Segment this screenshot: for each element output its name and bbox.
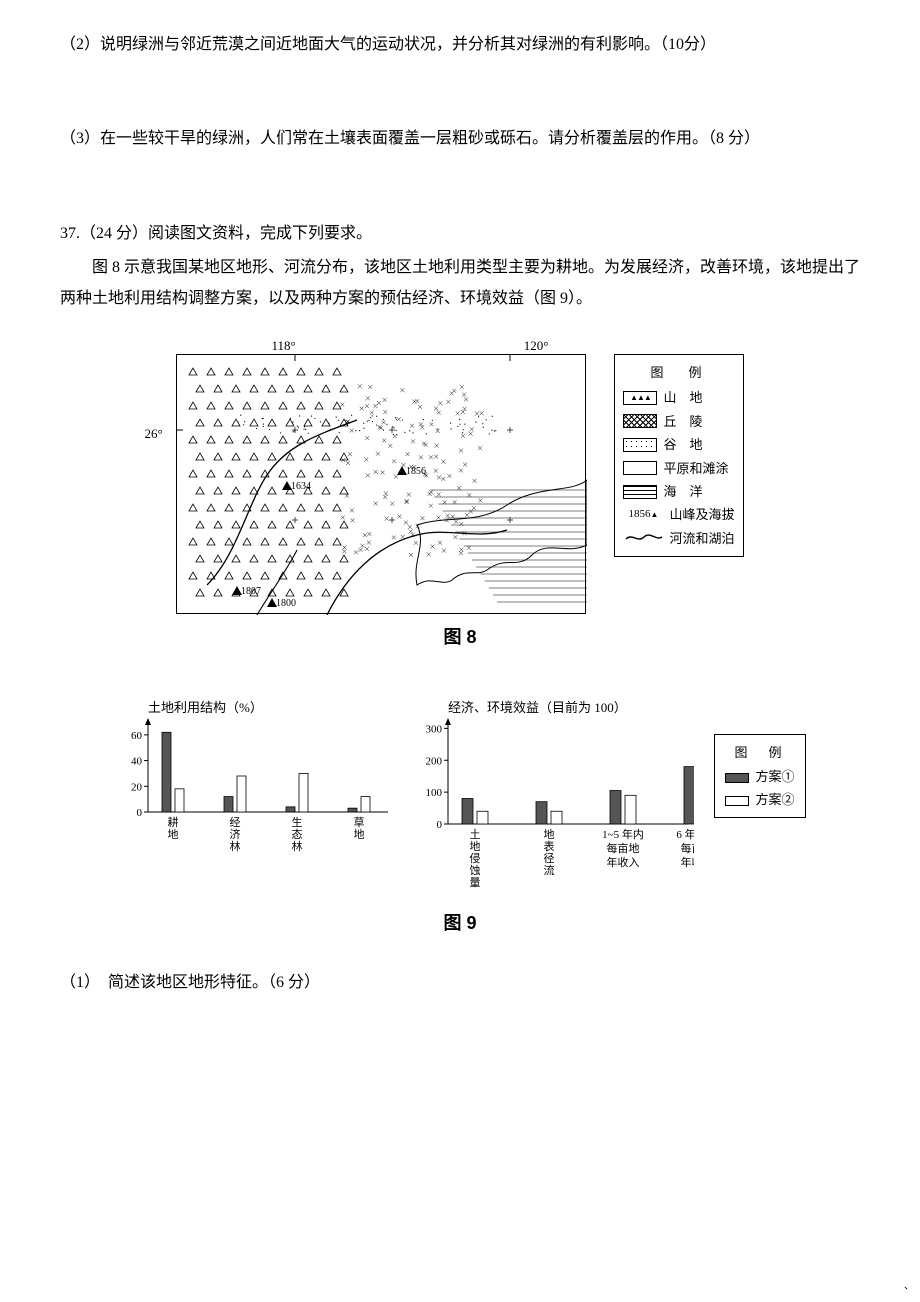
svg-text:每亩地: 每亩地 [681,841,695,855]
svg-text:表: 表 [544,839,555,853]
q36-part3: （3）在一些较干旱的绿洲，人们常在土壤表面覆盖一层粗砂或砾石。请分析覆盖层的作用… [60,124,860,154]
chart-a-svg: 土地利用结构（%）0204060耕地经济林生态林草地其它 [114,698,394,888]
legend-label: 河流和湖泊 [669,527,734,550]
figure-9: 土地利用结构（%）0204060耕地经济林生态林草地其它 经济、环境效益（目前为… [60,698,860,940]
legend-item: 1856▲ 山峰及海拔 [623,503,734,526]
svg-text:0: 0 [437,819,443,831]
svg-text:地: 地 [470,840,481,853]
legend-label: 平原和滩涂 [663,457,728,480]
legend-label: 山 地 [663,386,702,409]
legend-symbol [623,414,657,428]
legend-series-label: 方案② [755,792,794,807]
stray-dot: 、 [904,1277,914,1296]
svg-text:40: 40 [131,756,143,768]
svg-text:经济、环境效益（目前为 100）: 经济、环境效益（目前为 100） [448,700,627,715]
svg-text:土: 土 [470,828,481,841]
svg-text:每亩地: 每亩地 [607,841,640,855]
svg-text:1856: 1856 [406,466,426,477]
svg-text:耕: 耕 [168,815,179,829]
legend-label: 丘 陵 [663,410,702,433]
legend-label: 海 洋 [663,480,702,503]
svg-text:1634: 1634 [291,481,311,492]
legend-item: ▲▲▲ 山 地 [623,386,734,409]
figure-9-caption: 图 9 [443,906,476,940]
svg-text:地: 地 [354,828,365,841]
legend-label: 谷 地 [663,433,702,456]
svg-text:济: 济 [230,827,241,841]
svg-text:经: 经 [230,816,241,829]
svg-text:生: 生 [292,815,303,829]
svg-text:年收入: 年收入 [681,855,695,869]
svg-text:土地利用结构（%）: 土地利用结构（%） [148,700,263,715]
svg-text:200: 200 [426,755,443,767]
svg-text:地: 地 [544,828,555,841]
svg-text:蚀: 蚀 [470,863,481,877]
q37-desc: 图 8 示意我国某地区地形、河流分布，该地区土地利用类型主要为耕地。为发展经济，… [60,253,860,314]
svg-text:流: 流 [544,863,555,877]
chart-b-svg: 经济、环境效益（目前为 100）0100200300土地侵蚀量地表径流1~5 年… [414,698,694,888]
legend-symbol [623,461,657,475]
svg-text:量: 量 [470,876,481,888]
svg-text:1807: 1807 [241,586,261,597]
svg-text:年收入: 年收入 [607,855,640,869]
answer-space-36-2 [60,64,860,124]
lat-tick-26: 26° [144,422,162,447]
legend-symbol [623,485,657,499]
figure-8: 118° 120° 26° 1634185618071800 图 例 ▲▲▲山 … [60,354,860,654]
figure-8-caption: 图 8 [443,620,476,654]
legend9-item: 方案② [725,788,794,811]
legend-symbol: ▲▲▲ [623,391,657,405]
svg-text:0: 0 [137,807,143,819]
svg-text:6 年以后: 6 年以后 [677,827,695,841]
svg-text:地: 地 [168,828,179,841]
map-svg: 1634 1856 1807 1800 [177,355,587,615]
map-box: 1634 1856 1807 1800 [176,354,586,614]
legend-symbol [623,531,663,545]
legend-item: 丘 陵 [623,410,734,433]
svg-text:300: 300 [426,724,443,736]
legend9-item: 方案① [725,765,794,788]
q37-head: 37.（24 分）阅读图文资料，完成下列要求。 [60,219,860,249]
svg-text:60: 60 [131,730,143,742]
legend-item: 河流和湖泊 [623,527,734,550]
chart-land-use: 土地利用结构（%）0204060耕地经济林生态林草地其它 [114,698,394,899]
legend-item: 海 洋 [623,480,734,503]
answer-space-36-3 [60,159,860,219]
chart-benefit: 经济、环境效益（目前为 100）0100200300土地侵蚀量地表径流1~5 年… [414,698,694,899]
svg-text:20: 20 [131,781,143,793]
svg-text:林: 林 [230,839,241,853]
legend-item: 平原和滩涂 [623,457,734,480]
legend-swatch [725,796,749,806]
legend9-title: 图 例 [725,741,794,764]
svg-text:径: 径 [544,852,555,865]
legend-symbol: 1856▲ [623,508,663,522]
legend-symbol [623,438,657,452]
legend-series-label: 方案① [755,769,794,784]
svg-text:草: 草 [354,816,365,829]
figure8-legend: 图 例 ▲▲▲ 山 地丘 陵谷 地平原和滩涂海 洋1856▲ 山峰及海拔河流和湖泊 [614,354,743,557]
legend-item: 谷 地 [623,433,734,456]
svg-text:1800: 1800 [276,598,296,609]
legend-label: 山峰及海拔 [669,503,734,526]
svg-text:侵: 侵 [470,852,481,865]
svg-text:林: 林 [292,839,303,853]
q37-sub1: （1） 简述该地区地形特征。（6 分） [60,968,860,998]
legend-title-8: 图 例 [623,361,734,384]
figure9-legend: 图 例 方案① 方案② [714,734,805,818]
q36-part2: （2）说明绿洲与邻近荒漠之间近地面大气的运动状况，并分析其对绿洲的有利影响。（1… [60,30,860,60]
svg-text:100: 100 [426,787,443,799]
svg-text:态: 态 [292,828,303,841]
legend-swatch [725,773,749,783]
svg-text:1~5 年内: 1~5 年内 [603,827,645,841]
